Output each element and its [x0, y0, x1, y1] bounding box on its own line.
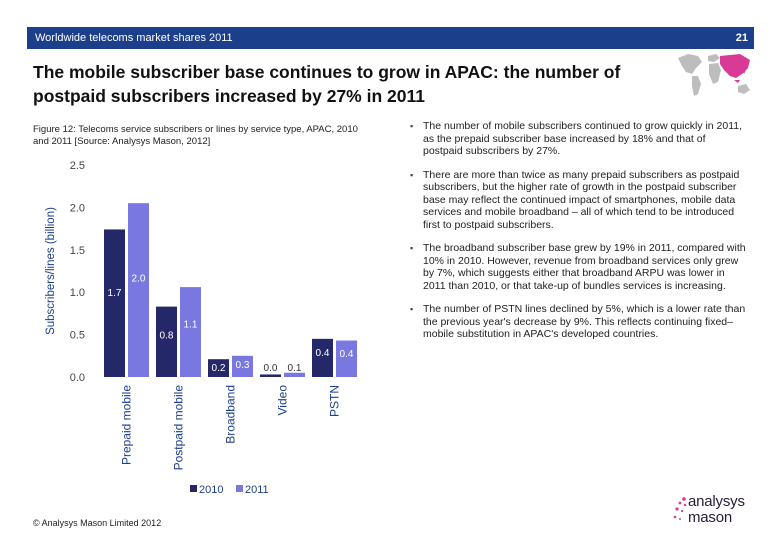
header-title: Worldwide telecoms market shares 2011 [35, 32, 233, 44]
page-number: 21 [735, 32, 748, 44]
legend-label: 2010 [199, 484, 223, 496]
bar-2010 [156, 306, 177, 377]
figure-caption: Figure 12: Telecoms service subscribers … [33, 124, 358, 147]
bullet-item: ▪ There are more than twice as many prepa… [410, 168, 740, 231]
y-tick-label: 1.0 [70, 287, 85, 299]
data-label: 0.8 [160, 330, 174, 341]
y-tick-label: 2.5 [70, 160, 85, 172]
data-label: 0.0 [264, 363, 278, 374]
x-category-label: Broadband [224, 385, 238, 444]
copyright-footer: © Analysys Mason Limited 2012 [33, 518, 162, 528]
x-category-label: Postpaid mobile [172, 385, 186, 471]
bar-2011 [180, 287, 201, 377]
bar-2011 [232, 355, 253, 377]
world-map-icon [678, 54, 750, 96]
bullet-item: ▪ The broadband subscriber base grew by 1… [410, 242, 746, 292]
x-category-label: PSTN [328, 385, 342, 417]
y-tick-label: 0.0 [70, 372, 85, 384]
bullet-marker-icon: ▪ [410, 243, 414, 253]
data-label: 1.1 [184, 320, 198, 331]
x-category-label: Prepaid mobile [120, 385, 134, 465]
data-label: 0.1 [288, 363, 302, 374]
y-tick-label: 0.5 [70, 330, 85, 342]
bullet-marker-icon: ▪ [410, 121, 414, 131]
data-label: 0.2 [212, 363, 226, 374]
legend-label: 2011 [245, 484, 269, 496]
bar-2010 [208, 359, 229, 377]
bullet-item: ▪ The number of mobile subscribers contin… [410, 120, 743, 157]
legend-swatch [236, 485, 243, 492]
data-label: 1.7 [108, 288, 122, 299]
bar-2011 [128, 203, 149, 377]
data-label: 2.0 [132, 273, 146, 284]
company-logo: analysys mason [672, 493, 762, 533]
bar-chart: 0.0 0.5 1.0 1.5 2.0 2.5 Subscribers/lines (bil… [45, 160, 357, 496]
y-axis-label: Subscribers/lines (billion) [45, 207, 57, 335]
bullet-item: ▪ The number of PSTN lines declined by 5%… [410, 303, 746, 340]
bar-2010 [260, 374, 281, 377]
y-tick-label: 1.5 [70, 245, 85, 257]
slide-headline: The mobile subscriber base continues to … [33, 62, 621, 106]
logo-line-2: mason [688, 509, 733, 526]
bar-2011 [284, 372, 305, 377]
data-label: 0.4 [340, 349, 354, 360]
x-category-label: Video [276, 385, 290, 416]
bar-2011 [336, 340, 357, 377]
logo-dots-icon [673, 497, 687, 520]
y-tick-label: 2.0 [70, 202, 85, 214]
data-label: 0.3 [236, 360, 250, 371]
bar-2010 [104, 229, 125, 377]
bullet-list: ▪ The number of mobile subscribers contin… [407, 120, 747, 352]
logo-line-1: analysys [688, 493, 745, 510]
header-bar: Worldwide telecoms market shares 2011 21 [27, 27, 754, 49]
bar-2010 [312, 338, 333, 377]
legend-swatch [190, 485, 197, 492]
bullet-marker-icon: ▪ [410, 304, 414, 314]
bullet-marker-icon: ▪ [410, 169, 414, 180]
data-label: 0.4 [316, 348, 330, 359]
